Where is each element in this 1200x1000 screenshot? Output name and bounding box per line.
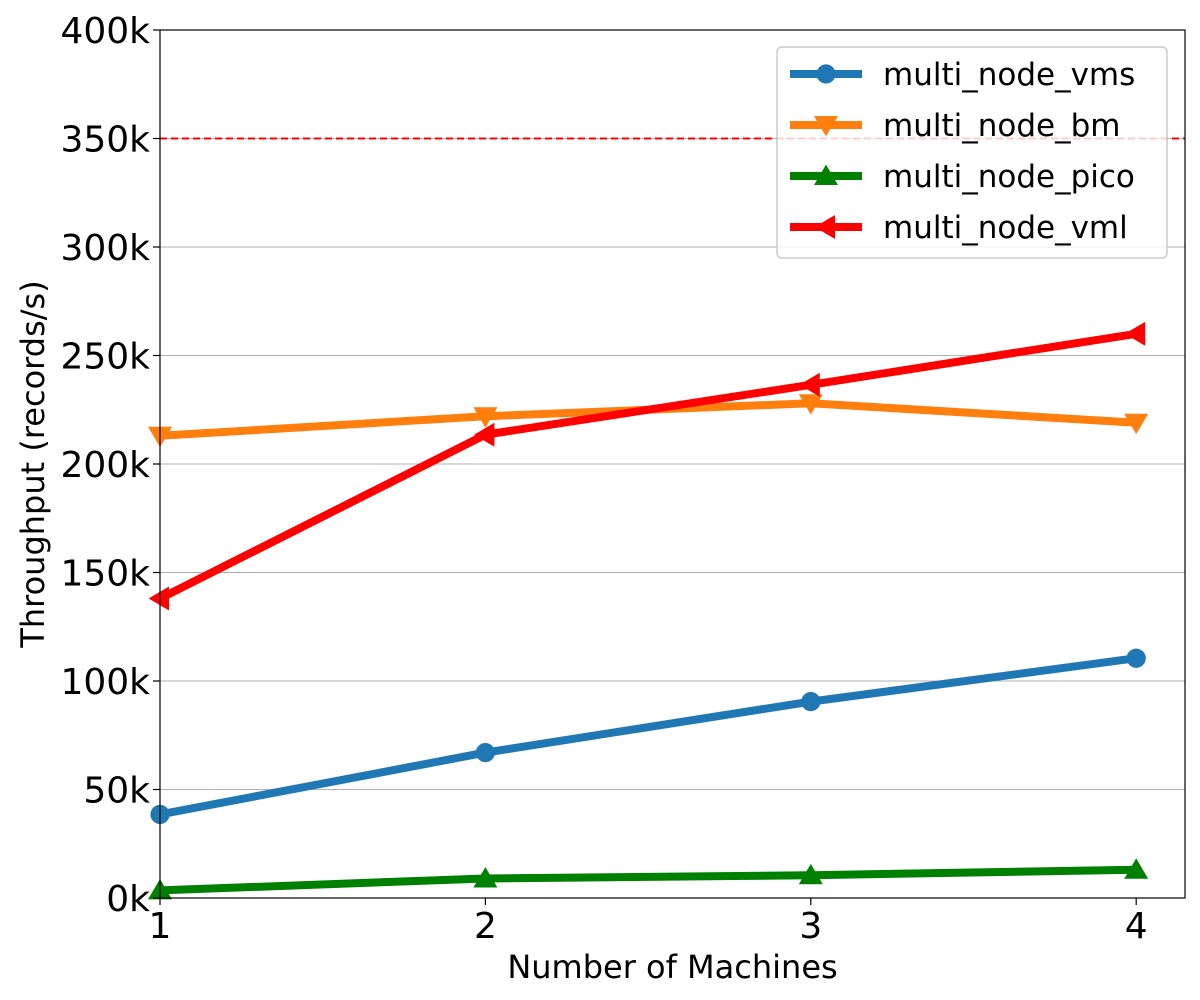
x-tick-label: 4	[1125, 906, 1148, 947]
legend-box	[776, 46, 1168, 259]
data-point	[473, 407, 498, 428]
legend-marker	[814, 116, 838, 137]
y-tick-label: 350k	[60, 120, 150, 161]
y-tick-label: 150k	[60, 554, 150, 595]
data-point	[1124, 858, 1149, 879]
x-tick-label: 2	[474, 906, 497, 947]
series-multi_node_pico	[148, 858, 1149, 900]
series-layer	[148, 321, 1149, 900]
legend-label: multi_node_vms	[883, 57, 1135, 93]
data-point	[1126, 648, 1146, 668]
legend-label: multi_node_pico	[883, 159, 1135, 195]
data-point	[1124, 413, 1149, 435]
legend-marker	[816, 64, 836, 84]
data-point	[148, 586, 169, 611]
x-axis-label: Number of Machines	[507, 948, 837, 986]
legend-item-multi_node_bm: multi_node_bm	[790, 108, 1120, 144]
legend-label: multi_node_bm	[883, 108, 1120, 144]
y-tick-label: 200k	[60, 445, 150, 486]
series-line	[158, 329, 1137, 603]
series-multi_node_vms	[150, 648, 1146, 825]
data-point	[473, 422, 495, 447]
legend: multi_node_vms multi_node_bm multi_node_pi…	[776, 46, 1168, 259]
y-tick-label: 50k	[83, 771, 150, 812]
y-tick-label: 100k	[60, 662, 150, 703]
legend-label: multi_node_vml	[883, 210, 1128, 246]
data-point	[799, 372, 820, 397]
y-tick-label: 300k	[60, 228, 150, 269]
legend-item-multi_node_vms: multi_node_vms	[790, 57, 1135, 93]
legend-marker	[814, 215, 835, 239]
legend-marker	[814, 164, 838, 185]
data-point	[475, 743, 495, 763]
y-axis-label: Throughput (records/s)	[14, 280, 52, 648]
legend-item-multi_node_vml: multi_node_vml	[790, 210, 1128, 246]
series-multi_node_bm	[148, 394, 1149, 448]
y-tick-label: 400k	[60, 11, 150, 52]
x-tick-label: 3	[799, 906, 822, 947]
y-tick-label: 250k	[60, 337, 150, 378]
y-tick-label: 0k	[106, 879, 150, 920]
data-point	[1124, 321, 1146, 346]
x-tick-label: 1	[149, 906, 172, 947]
data-point	[473, 867, 498, 888]
series-line	[159, 654, 1137, 819]
series-line	[159, 865, 1137, 895]
legend-item-multi_node_pico: multi_node_pico	[790, 159, 1135, 195]
series-multi_node_vml	[148, 321, 1146, 611]
data-point	[798, 863, 823, 885]
data-point	[801, 692, 821, 712]
data-point	[798, 394, 823, 415]
tick-layer: 0k 50k 100k 150k 200k 250k 300k 350k 400k 1 2 3 4	[60, 11, 1147, 947]
